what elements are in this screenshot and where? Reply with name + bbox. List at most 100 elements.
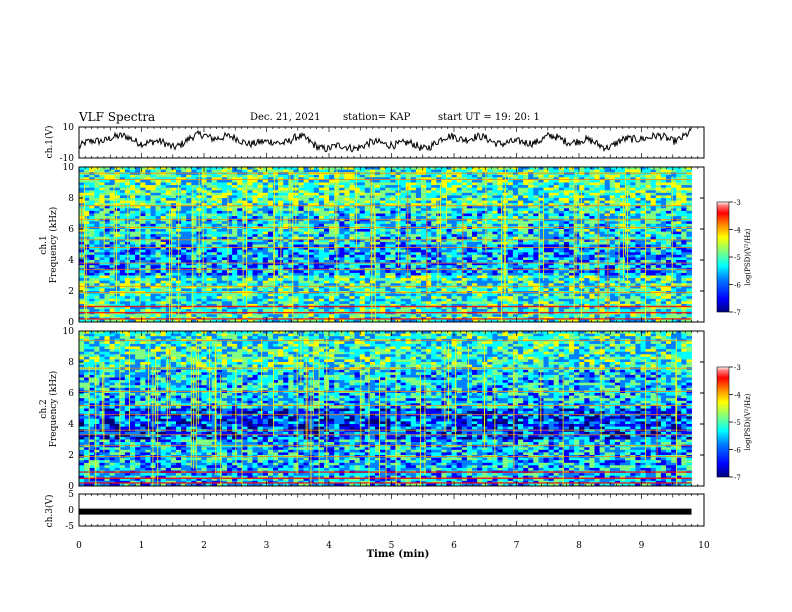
spectrogram-cell: [681, 260, 687, 263]
spectrogram-cell: [609, 203, 616, 207]
spectrogram-cell: [497, 257, 503, 261]
spectrogram-cell: [410, 216, 417, 220]
spectrogram-cell: [324, 236, 330, 240]
spectrogram-cell: [324, 208, 330, 212]
spectrogram-cell: [227, 179, 233, 183]
spectrogram-cell: [599, 174, 606, 178]
spectrogram-cell: [436, 185, 442, 189]
spectrogram-cell: [191, 198, 197, 201]
spectrogram-cell: [390, 177, 396, 181]
spectrogram-cell: [303, 205, 310, 209]
spectrogram-cell: [385, 200, 391, 204]
spectrogram-cell: [344, 179, 350, 183]
spectrogram-cell: [558, 244, 565, 248]
spectrogram-cell: [293, 239, 299, 243]
spectrogram-cell: [451, 244, 458, 248]
spectrogram-cell: [247, 252, 253, 256]
spectrogram-cell: [267, 247, 274, 251]
spectrogram-cell: [165, 169, 172, 173]
spectrogram-cell: [84, 216, 90, 220]
spectrogram-cell: [313, 190, 320, 194]
spectrogram-cell: [227, 272, 233, 276]
spectrogram-cell: [273, 169, 279, 173]
spectrogram-cell: [620, 221, 626, 225]
spectrogram-cell: [186, 265, 192, 269]
spectrogram-cell: [533, 231, 539, 235]
spectrogram-cell: [242, 200, 248, 204]
spectrogram-cell: [589, 252, 595, 256]
spectrogram-cell: [242, 216, 248, 220]
spectrogram-cell: [298, 185, 304, 189]
spectrogram-cell: [145, 200, 151, 204]
spectrogram-cell: [620, 254, 626, 258]
spectrogram-cell: [354, 203, 361, 207]
spectrogram-cell: [655, 260, 662, 263]
spectrogram-cell: [375, 187, 381, 191]
spectrogram-cell: [232, 247, 238, 251]
spectrogram-cell: [298, 192, 304, 196]
spectrogram-cell: [461, 208, 468, 212]
spectrogram-cell: [400, 182, 407, 186]
spectrogram-cell: [201, 231, 207, 235]
spectrogram-cell: [221, 167, 228, 170]
spectrogram-cell: [364, 177, 371, 181]
spectrogram-cell: [155, 249, 162, 253]
spectrogram-cell: [349, 198, 355, 201]
spectrogram-cell: [339, 249, 345, 253]
spectrogram-cell: [170, 244, 177, 248]
spectrogram-cell: [186, 218, 192, 222]
spectrogram-cell: [645, 270, 652, 274]
spectrogram-cell: [482, 182, 488, 186]
spectrogram-cell: [369, 213, 376, 217]
spectrogram-cell: [283, 174, 289, 178]
spectrogram-cell: [99, 182, 105, 186]
spectrogram-cell: [160, 208, 167, 212]
spectrogram-cell: [135, 257, 141, 261]
spectrogram-cell: [451, 185, 458, 189]
spectrogram-cell: [538, 218, 544, 222]
spectrogram-cell: [94, 213, 100, 217]
spectrogram-cell: [252, 260, 258, 263]
spectrogram-cell: [298, 272, 304, 276]
spectrogram-cell: [170, 195, 177, 199]
spectrogram-cell: [318, 249, 325, 253]
spectrogram-cell: [492, 179, 498, 183]
spectrogram-cell: [354, 229, 361, 232]
spectrogram-cell: [405, 249, 412, 253]
spectrogram-cell: [528, 172, 534, 176]
spectrogram-cell: [405, 234, 412, 238]
spectrogram-cell: [599, 231, 606, 235]
spectrogram-cell: [681, 241, 687, 245]
spectrogram-cell: [324, 182, 330, 186]
spectrogram-cell: [354, 213, 361, 217]
spectrogram-cell: [135, 213, 141, 217]
spectrogram-cell: [150, 272, 156, 276]
spectrogram-cell: [324, 177, 330, 181]
spectrogram-cell: [523, 254, 529, 258]
spectrogram-cell: [456, 203, 463, 207]
spectrogram-cell: [155, 187, 162, 191]
spectrogram-cell: [380, 221, 386, 225]
spectrogram-cell: [507, 241, 514, 245]
spectrogram-cell: [400, 169, 407, 173]
spectrogram-cell: [512, 229, 519, 232]
spectrogram-cell: [523, 270, 529, 274]
spectrogram-cell: [466, 200, 473, 204]
spectrogram-cell: [140, 262, 146, 266]
spectrogram-cell: [232, 205, 238, 209]
spectrogram-cell: [232, 190, 238, 194]
spectrogram-cell: [533, 234, 539, 238]
spectrogram-cell: [594, 198, 600, 201]
spectrogram-cell: [609, 208, 616, 212]
spectrogram-cell: [324, 252, 330, 256]
spectrogram-cell: [604, 192, 611, 196]
spectrogram-cell: [630, 244, 636, 248]
spectrogram-cell: [681, 257, 687, 261]
spectrogram-cell: [380, 272, 386, 276]
spectrogram-cell: [650, 218, 657, 222]
spectrogram-cell: [191, 270, 197, 274]
spectrogram-cell: [303, 260, 310, 263]
spectrogram-cell: [155, 265, 162, 269]
spectrogram-cell: [262, 231, 269, 235]
spectrogram-cell: [119, 200, 126, 204]
